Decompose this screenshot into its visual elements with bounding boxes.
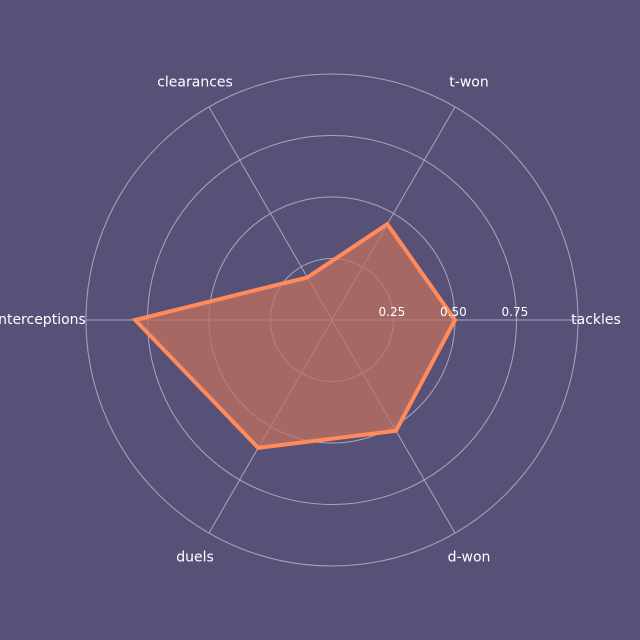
radial-tick-label: 0.75 (502, 305, 529, 319)
axis-label-t-won: t-won (449, 75, 488, 91)
axis-label-d-won: d-won (448, 549, 491, 565)
axis-label-tackles: tackles (571, 312, 621, 328)
axis-label-duels: duels (176, 549, 214, 565)
axis-label-interceptions: interceptions (0, 312, 86, 328)
label-layer: 0.25 0.50 0.75 tackles t-won clearances interc… (0, 75, 621, 566)
radial-tick-label: 0.25 (379, 305, 406, 319)
axis-label-clearances: clearances (157, 75, 233, 91)
series-layer (131, 221, 458, 450)
radial-tick-label: 0.50 (440, 305, 467, 319)
series-area (131, 221, 458, 450)
